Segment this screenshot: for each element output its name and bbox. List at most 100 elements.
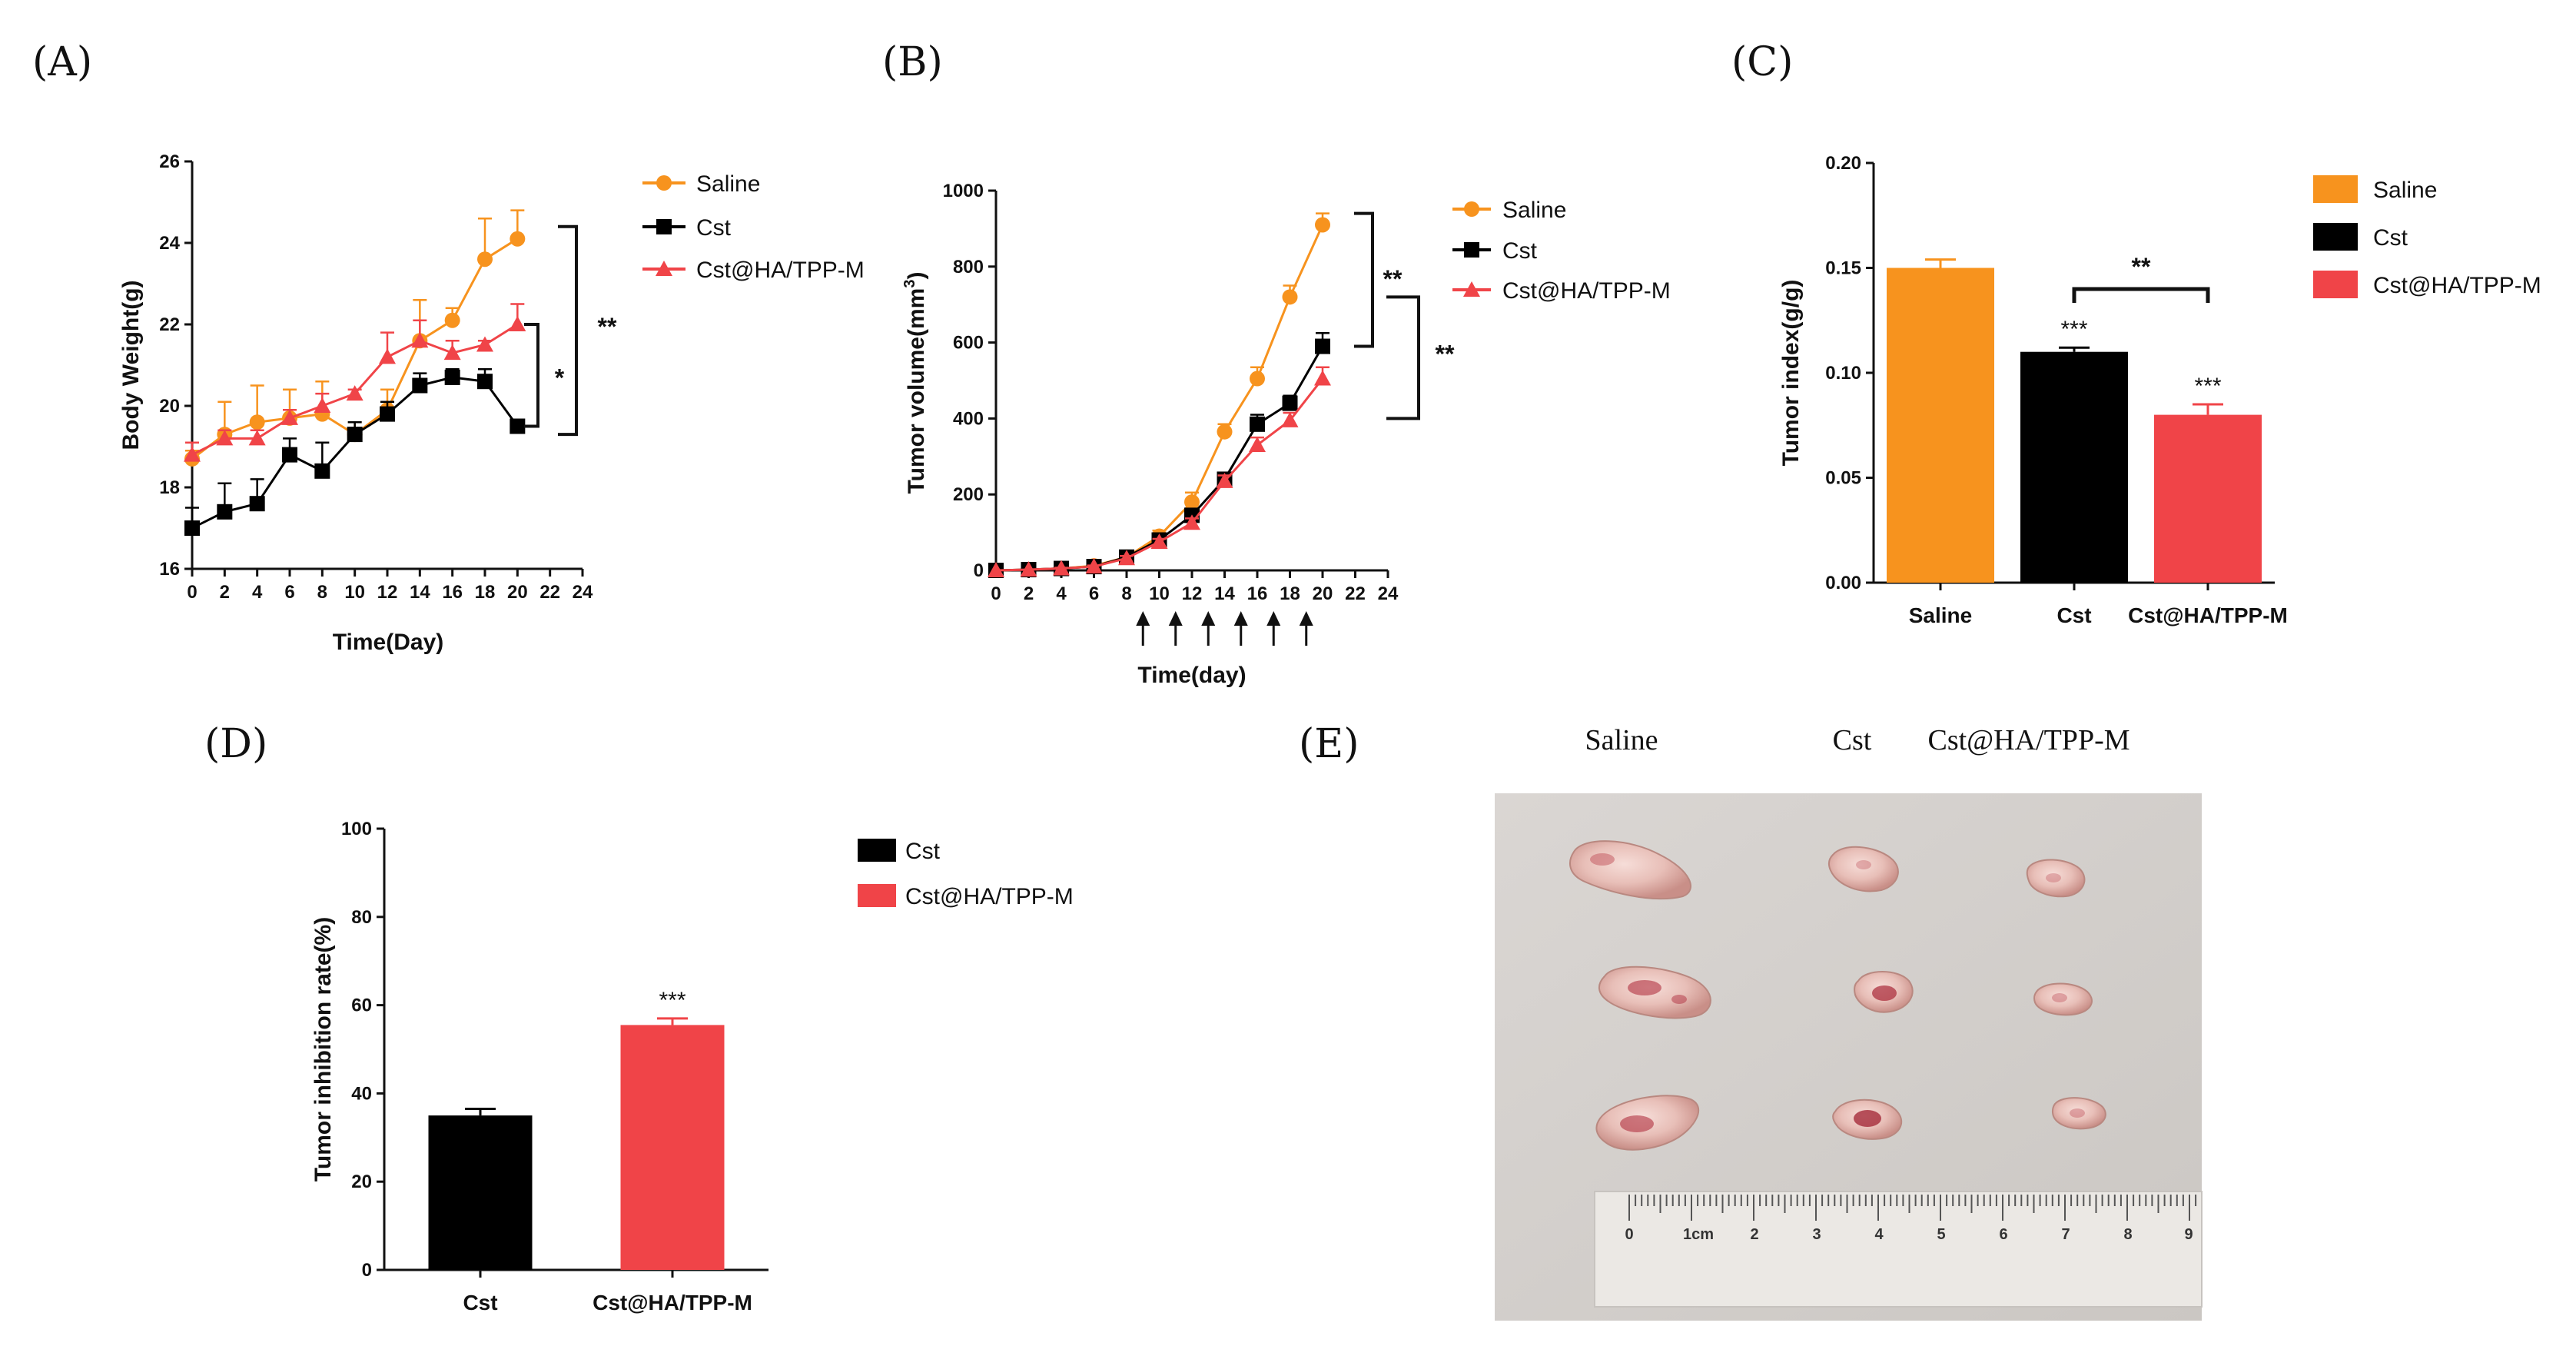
x-tick-label: 14 [410,582,430,603]
x-category-label: Cst [2056,603,2091,627]
cst-bar [428,1115,533,1270]
saline-point [1250,371,1265,387]
panel-b-y-axis-title: Tumor volume(mm3) [901,272,929,494]
saline-point [249,414,265,430]
panel-e-tumor-photo: (E) Saline Cst Cst@HA/TPP-M [1299,721,2203,1321]
cst-point [314,463,330,479]
significance-bracket [2072,287,2210,303]
panel-b-legend: Saline Cst Cst@HA/TPP-M [1452,198,1671,304]
panel-b-y-axis-title-sup: 3 [901,280,918,288]
panel-a-plot-area [184,209,526,536]
panel-b-dosing-arrows [1136,611,1313,646]
x-tick-label: 4 [252,582,263,603]
legend-cst-marker [656,219,672,234]
significance-bracket [558,224,578,437]
ruler-number: 8 [2123,1226,2132,1243]
x-tick-label: 16 [1247,583,1268,604]
panel-e-label: (E) [1299,721,1359,767]
ruler-number: 5 [1937,1226,1945,1243]
cst-ha-tpp-m-point [1314,370,1331,386]
ruler-numbers: 0 1cm 2 3 4 5 6 7 8 9 [1625,1226,2193,1243]
legend-c-saline-label: Saline [2373,178,2437,203]
x-tick-label: 22 [1345,583,1366,604]
panel-d-y-axis-title: Tumor inhibition rate(%) [310,917,336,1182]
ruler-number: 2 [1750,1226,1758,1243]
x-tick-label: 6 [1089,583,1099,604]
dosing-arrow-head [1136,611,1150,626]
panel-a-body-weight-chart: (A) Body Weight(g) Time(Day) 0 2 4 6 8 10 12 14… [32,39,865,655]
saline-bar [1887,268,1994,583]
cst-ha-tpp-m-point [1150,533,1168,549]
legend-b-cst-marker [1464,242,1479,258]
tumor-saline-3 [1595,1095,1700,1151]
dosing-arrow-head [1299,611,1313,626]
panel-a-x-axis-title: Time(Day) [333,630,444,655]
x-tick-label: 6 [284,582,294,603]
x-tick-label: 20 [507,582,528,603]
x-tick-label: 8 [1121,583,1131,604]
x-category-label: Cst [463,1291,497,1314]
significance-bracket [524,323,539,428]
dosing-arrow-head [1233,611,1248,626]
ruler-number: 0 [1625,1226,1633,1243]
panel-a-y-axis-title: Body Weight(g) [118,280,144,450]
y-tick-label: 26 [159,151,180,172]
photo-column-label-cst-ha: Cst@HA/TPP-M [1927,724,2130,756]
cst-ha-tpp-m-point [1053,560,1070,576]
panel-d-legend: Cst Cst@HA/TPP-M [858,839,1074,909]
cst-point [1282,395,1298,411]
panel-a-significance: *** [524,224,617,437]
cst-point [282,447,297,463]
y-tick-label: 0.15 [1825,258,1861,279]
tumor-cst-ha-3 [2051,1097,2106,1130]
legend-d-cst-ha-label: Cst@HA/TPP-M [905,884,1074,909]
cst-ha-tpp-m-point [216,430,234,446]
cst-point [1250,416,1265,432]
ruler-number: 1cm [1683,1226,1714,1243]
legend-cst-ha-label: Cst@HA/TPP-M [696,258,865,283]
cst-ha-tpp-m-point [509,316,526,331]
legend-b-cst-ha-label: Cst@HA/TPP-M [1502,278,1671,304]
saline-point [477,251,493,268]
cst-point [477,374,493,390]
legend-d-cst-swatch [858,839,896,862]
panel-b-significance: ** ** [1354,211,1455,420]
cst-ha-tpp-m-point [1118,550,1135,566]
saline-point [1282,289,1298,305]
legend-d-cst-label: Cst [905,839,941,864]
legend-cst-ha-marker [656,261,672,276]
y-tick-label: 0.10 [1825,363,1861,384]
y-tick-label: 0 [974,560,984,581]
panel-d-label: (D) [204,721,267,767]
cst-bar [2020,351,2128,583]
panel-d-plot-area: *** [428,988,725,1270]
ruler-number: 6 [1999,1226,2007,1243]
panel-b-tumor-volume-chart: (B) Tumor volume(mm3) Time(day) 0 2 4 6 8 10 1… [882,39,1671,688]
legend-b-saline-label: Saline [1502,198,1566,223]
saline-point [1184,494,1200,510]
dosing-arrow-head [1201,611,1216,626]
y-tick-label: 100 [341,819,372,839]
ruler-number: 3 [1812,1226,1821,1243]
legend-saline-label: Saline [696,171,760,197]
ruler: 0 1cm 2 3 4 5 6 7 8 9 [1594,1191,2203,1308]
cst-point [217,504,233,520]
ruler-body [1594,1191,2203,1308]
x-tick-label: 20 [1313,583,1333,604]
legend-c-cst-label: Cst [2373,225,2408,251]
legend-saline-marker [656,175,672,191]
cst-ha-tpp-m-significance-stars: *** [659,988,685,1013]
dosing-arrow-head [1266,611,1281,626]
panel-c-tumor-index-chart: (C) Tumor index(g/g) 0.00 0.05 0.10 0.15 0.2… [1731,39,2541,627]
cst-point [412,377,428,394]
ruler-number: 4 [1874,1226,1884,1243]
x-tick-label: 10 [1149,583,1170,604]
legend-b-cst-label: Cst [1502,238,1538,264]
cst-significance-stars: *** [2060,317,2087,342]
y-tick-label: 600 [953,333,984,354]
cst-point [184,520,200,536]
tumor-cst-2 [1854,971,1914,1013]
panel-b-y-axis-title-close: ) [904,272,929,280]
